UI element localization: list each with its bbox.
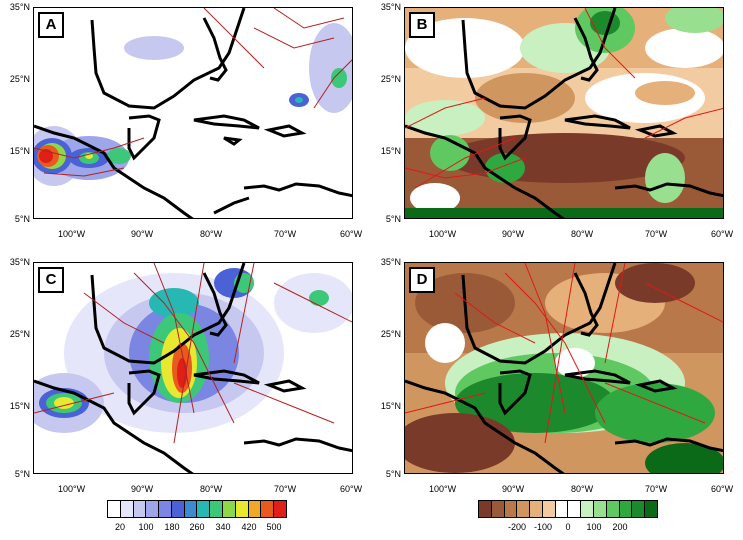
lon-label-a-80w: 80°W [200, 229, 223, 239]
lon-label-d-60w: 60°W [711, 484, 734, 494]
colorbar-difference [478, 500, 658, 518]
colorbar-left-label-100: 100 [138, 522, 154, 532]
panel-a-label: A [38, 12, 64, 38]
lat-label-b-25n: 25°N [380, 74, 401, 84]
panel-c-plot [34, 263, 352, 473]
lat-label-a-25n: 25°N [9, 74, 30, 84]
colorbar-right-swatch-10 [606, 501, 620, 517]
colorbar-right-label-neg100: -100 [533, 522, 553, 532]
lon-label-b-100w: 100°W [429, 229, 457, 239]
colorbar-left-swatch-2 [133, 501, 147, 517]
lat-label-a-35n: 35°N [9, 2, 30, 12]
colorbar-right-label-neg200: -200 [507, 522, 527, 532]
colorbar-right-label-100: 100 [586, 522, 602, 532]
colorbar-right-swatch-3 [517, 501, 531, 517]
panel-b-plot [405, 8, 723, 218]
panel-d-plot [405, 263, 723, 473]
colorbar-left-label-500: 500 [266, 522, 282, 532]
colorbar-left-swatch-5 [171, 501, 185, 517]
colorbar-left-label-420: 420 [241, 522, 257, 532]
colorbar-left-swatch-11 [248, 501, 262, 517]
lon-label-b-70w: 70°W [645, 229, 668, 239]
lat-label-b-35n: 35°N [380, 2, 401, 12]
lon-label-d-80w: 80°W [571, 484, 594, 494]
lat-label-d-35n: 35°N [380, 257, 401, 267]
colorbar-left-label-20: 20 [114, 522, 126, 532]
colorbar-right-swatch-9 [594, 501, 607, 517]
colorbar-right-swatch-4 [530, 501, 543, 517]
lon-label-c-90w: 90°W [131, 484, 154, 494]
colorbar-right-swatch-8 [581, 501, 595, 517]
colorbar-left-swatch-12 [261, 501, 275, 517]
lat-label-a-5n: 5°N [14, 214, 30, 224]
panel-d-map: D [404, 262, 724, 474]
colorbar-right-swatch-12 [632, 501, 646, 517]
panel-c-label: C [38, 267, 64, 293]
colorbar-right-swatch-13 [645, 501, 657, 517]
lon-label-a-70w: 70°W [274, 229, 297, 239]
colorbar-right-label-200: 200 [612, 522, 628, 532]
colorbar-left-swatch-1 [120, 501, 134, 517]
lon-label-d-100w: 100°W [429, 484, 457, 494]
lat-label-a-15n: 15°N [9, 146, 30, 156]
panel-b-map: B [404, 7, 724, 219]
panel-d-label: D [409, 267, 435, 293]
lon-label-d-90w: 90°W [502, 484, 525, 494]
lon-label-b-90w: 90°W [502, 229, 525, 239]
lat-label-d-25n: 25°N [380, 329, 401, 339]
colorbar-left-swatch-7 [197, 501, 211, 517]
colorbar-right-swatch-5 [542, 501, 556, 517]
colorbar-left-swatch-4 [159, 501, 172, 517]
colorbar-left-swatch-3 [146, 501, 160, 517]
colorbar-right-swatch-1 [491, 501, 505, 517]
colorbar-left-label-340: 340 [215, 522, 231, 532]
colorbar-left-swatch-6 [184, 501, 198, 517]
colorbar-left-swatch-13 [274, 501, 286, 517]
panel-c-map: C [33, 262, 353, 474]
colorbar-left-swatch-9 [223, 501, 236, 517]
lon-label-c-80w: 80°W [200, 484, 223, 494]
colorbar-left-label-260: 260 [189, 522, 205, 532]
colorbar-precipitation [107, 500, 287, 518]
panel-a-map: A [33, 7, 353, 219]
colorbar-right-swatch-7 [568, 501, 582, 517]
colorbar-right-swatch-0 [479, 501, 492, 517]
lon-label-a-100w: 100°W [58, 229, 86, 239]
lat-label-d-5n: 5°N [385, 469, 401, 479]
colorbar-right-swatch-6 [555, 501, 569, 517]
colorbar-left-swatch-10 [235, 501, 249, 517]
lat-label-c-5n: 5°N [14, 469, 30, 479]
panel-b-label: B [409, 12, 435, 38]
lat-label-c-35n: 35°N [9, 257, 30, 267]
lat-label-c-25n: 25°N [9, 329, 30, 339]
lon-label-d-70w: 70°W [645, 484, 668, 494]
colorbar-left-swatch-8 [210, 501, 224, 517]
panel-a-plot [34, 8, 352, 218]
colorbar-right-swatch-2 [504, 501, 518, 517]
lat-label-c-15n: 15°N [9, 401, 30, 411]
lat-label-b-5n: 5°N [385, 214, 401, 224]
colorbar-right-swatch-11 [619, 501, 633, 517]
colorbar-left-swatch-0 [108, 501, 121, 517]
lat-label-b-15n: 15°N [380, 146, 401, 156]
lon-label-a-60w: 60°W [340, 229, 363, 239]
lon-label-b-60w: 60°W [711, 229, 734, 239]
lat-label-d-15n: 15°N [380, 401, 401, 411]
colorbar-right-label-0: 0 [565, 522, 571, 532]
lon-label-c-100w: 100°W [58, 484, 86, 494]
lon-label-b-80w: 80°W [571, 229, 594, 239]
lon-label-a-90w: 90°W [131, 229, 154, 239]
lon-label-c-60w: 60°W [340, 484, 363, 494]
colorbar-left-label-180: 180 [164, 522, 180, 532]
lon-label-c-70w: 70°W [274, 484, 297, 494]
